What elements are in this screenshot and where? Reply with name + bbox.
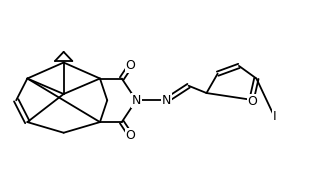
- Text: N: N: [162, 94, 171, 107]
- Text: O: O: [247, 95, 257, 108]
- Text: O: O: [126, 59, 135, 72]
- Text: I: I: [273, 110, 277, 123]
- Text: N: N: [132, 94, 141, 107]
- Text: O: O: [126, 129, 135, 142]
